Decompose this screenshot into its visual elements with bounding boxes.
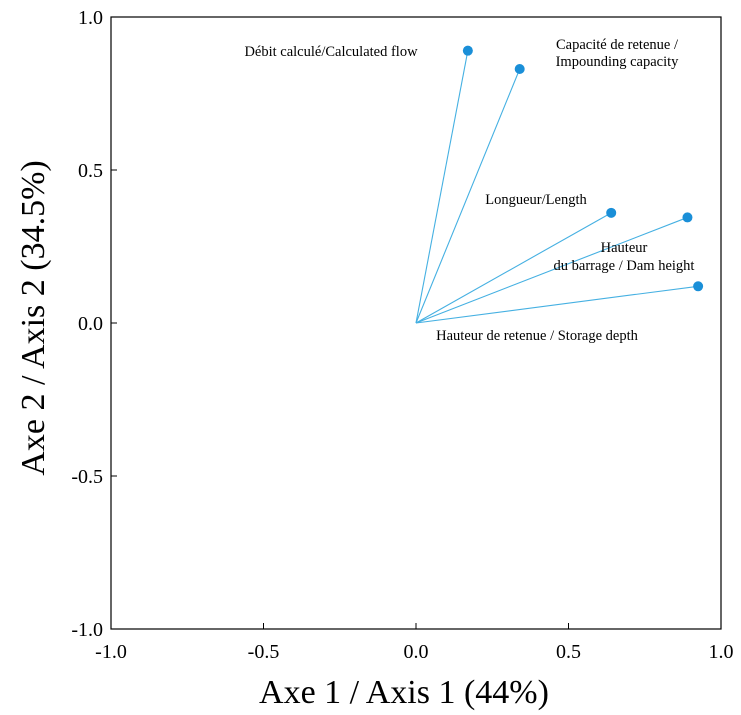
x-axis-ticks: -1.0 -0.5 0.0 0.5 1.0 <box>95 623 734 663</box>
y-tick-label: 1.0 <box>78 7 103 29</box>
x-tick-label: 0.5 <box>556 641 581 663</box>
vector-label: du barrage / Dam height <box>554 258 695 274</box>
y-tick-label: -0.5 <box>71 466 103 488</box>
y-tick-label: 0.5 <box>78 160 103 182</box>
vector-point <box>693 281 704 292</box>
vector-label: Capacité de retenue / <box>556 37 679 53</box>
vector-label: Impounding capacity <box>556 54 680 70</box>
vector-line <box>415 212 612 324</box>
x-axis-title: Axe 1 / Axis 1 (44%) <box>259 674 549 711</box>
vector-label: Hauteur de retenue / Storage depth <box>436 328 638 344</box>
y-tick-label: 0.0 <box>78 313 103 335</box>
y-axis-ticks: -1.0 -0.5 0.0 0.5 1.0 <box>71 7 117 641</box>
x-tick-label: 1.0 <box>709 641 734 663</box>
vector-line <box>415 285 699 324</box>
y-tick-label: -1.0 <box>71 619 103 641</box>
vector-label: Longueur/Length <box>485 192 587 208</box>
vector-label: Débit calculé/Calculated flow <box>244 44 418 60</box>
x-tick-label: 0.0 <box>404 641 429 663</box>
vector-line <box>415 68 521 324</box>
vector-line <box>415 50 469 324</box>
vector-point <box>514 64 525 75</box>
x-tick-label: -0.5 <box>248 641 280 663</box>
loading-vectors: Débit calculé/Calculated flow Capacité de… <box>244 37 704 344</box>
vector-label: Hauteur <box>601 240 648 256</box>
x-tick-label: -1.0 <box>95 641 127 663</box>
vector-point <box>682 212 693 223</box>
vector-point <box>462 45 473 56</box>
y-axis-title: Axe 2 / Axis 2 (34.5%) <box>15 160 52 475</box>
vector-point <box>606 207 617 218</box>
vector-line <box>415 216 688 324</box>
